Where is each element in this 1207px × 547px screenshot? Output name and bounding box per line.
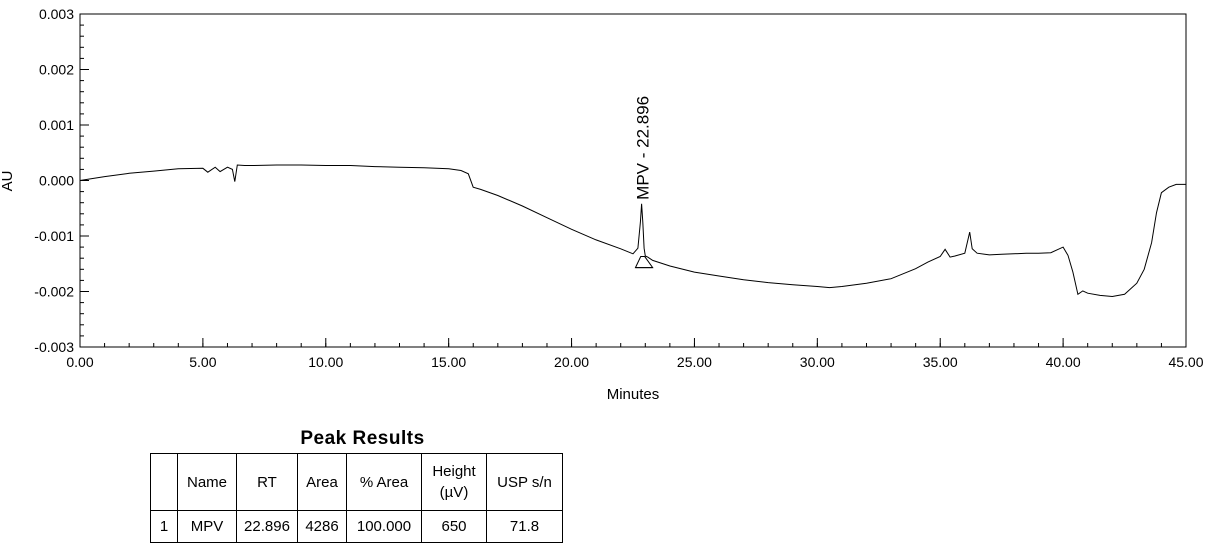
- peak-label: MPV - 22.896: [634, 96, 653, 200]
- x-tick-label: 15.00: [431, 354, 466, 370]
- col-name-header: Name: [177, 453, 237, 511]
- x-tick-label: 25.00: [677, 354, 712, 370]
- cell-name: MPV: [177, 510, 237, 543]
- y-tick-label: 0.000: [39, 173, 74, 189]
- cell-area: 4286: [297, 510, 347, 543]
- y-tick-label: -0.003: [34, 339, 74, 355]
- cell-index: 1: [150, 510, 178, 543]
- chromatogram-chart: 0.003 0.002 0.001 0.000 -0.001 -0.002 -0.003 0…: [0, 6, 1204, 403]
- cell-pct-area: 100.000: [346, 510, 422, 543]
- cell-height: 650: [421, 510, 487, 543]
- x-tick-label: 5.00: [189, 354, 216, 370]
- x-axis-title: Minutes: [607, 386, 660, 403]
- y-axis-title: AU: [0, 171, 16, 192]
- peak-annotations: MPV - 22.896: [634, 96, 654, 269]
- x-tick-label: 20.00: [554, 354, 589, 370]
- y-tick-label: 0.003: [39, 6, 74, 22]
- col-height-header: Height (µV): [421, 453, 487, 511]
- y-tick-label: -0.001: [34, 228, 74, 244]
- cell-usp-sn: 71.8: [486, 510, 563, 543]
- x-tick-label: 10.00: [308, 354, 343, 370]
- x-tick-label: 35.00: [923, 354, 958, 370]
- x-tick-label: 0.00: [66, 354, 93, 370]
- x-tick-label: 40.00: [1046, 354, 1081, 370]
- peak-results-table: Name RT Area % Area Height (µV) USP s/n …: [150, 453, 563, 543]
- minor-ticks: [79, 13, 1187, 348]
- y-axis-ticks: 0.003 0.002 0.001 0.000 -0.001 -0.002 -0.003: [34, 6, 89, 355]
- cell-rt: 22.896: [236, 510, 298, 543]
- x-tick-label: 30.00: [800, 354, 835, 370]
- x-tick-label: 45.00: [1168, 354, 1203, 370]
- y-tick-label: 0.001: [39, 117, 74, 133]
- peak-results-title: Peak Results: [300, 428, 425, 449]
- y-tick-label: -0.002: [34, 284, 74, 300]
- y-tick-label: 0.002: [39, 62, 74, 78]
- col-usp-sn-header: USP s/n: [486, 453, 563, 511]
- x-axis-ticks: 0.00 5.00 10.00 15.00 20.00 25.00 30.00 35.00 40…: [66, 338, 1204, 370]
- col-area-header: Area: [297, 453, 347, 511]
- table-row: 1 MPV 22.896 4286 100.000 650 71.8: [150, 510, 563, 543]
- col-index-header: [150, 453, 178, 511]
- chromatogram-trace: [79, 164, 1186, 298]
- col-pct-area-header: % Area: [346, 453, 422, 511]
- table-header-row: Name RT Area % Area Height (µV) USP s/n: [150, 453, 563, 511]
- col-rt-header: RT: [236, 453, 298, 511]
